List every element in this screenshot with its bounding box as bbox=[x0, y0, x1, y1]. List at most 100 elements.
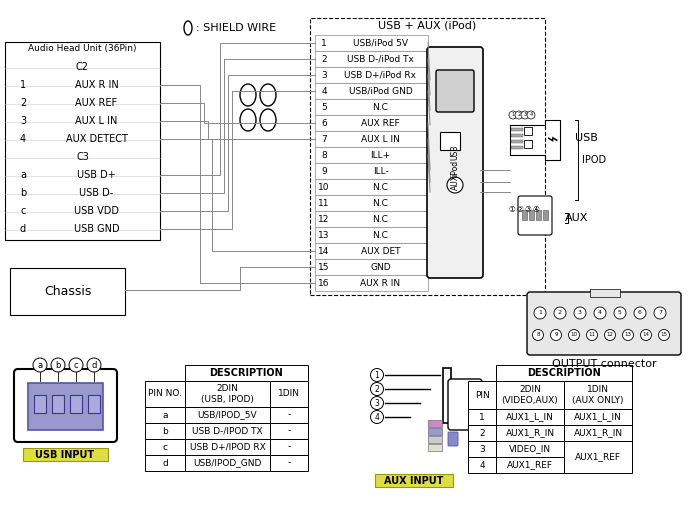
Text: USB D-/IPOD TX: USB D-/IPOD TX bbox=[193, 426, 262, 436]
Text: Audio Head Unit (36Pin): Audio Head Unit (36Pin) bbox=[28, 45, 136, 54]
Text: 3: 3 bbox=[479, 445, 485, 454]
Bar bbox=[375, 474, 453, 487]
Text: AUX1_L_IN: AUX1_L_IN bbox=[574, 413, 622, 422]
Bar bbox=[88, 395, 100, 413]
Text: 4: 4 bbox=[598, 310, 602, 316]
Text: 3: 3 bbox=[578, 310, 582, 316]
Text: AUX R IN: AUX R IN bbox=[75, 80, 118, 90]
Bar bbox=[23, 448, 108, 461]
Text: 9: 9 bbox=[554, 332, 558, 338]
Text: 15: 15 bbox=[661, 332, 668, 338]
Text: AUX DET: AUX DET bbox=[360, 247, 400, 256]
FancyBboxPatch shape bbox=[527, 292, 681, 355]
Text: 2DIN
(USB, IPOD): 2DIN (USB, IPOD) bbox=[201, 384, 254, 404]
Text: USB D+: USB D+ bbox=[77, 170, 116, 180]
Text: ③: ③ bbox=[524, 205, 531, 214]
Text: -: - bbox=[288, 426, 290, 436]
Bar bbox=[315, 67, 428, 83]
Text: b: b bbox=[55, 361, 61, 370]
Bar bbox=[496, 441, 564, 457]
Text: a: a bbox=[37, 361, 43, 370]
Bar bbox=[315, 115, 428, 131]
Bar bbox=[315, 35, 428, 51]
FancyBboxPatch shape bbox=[436, 70, 474, 112]
Text: 16: 16 bbox=[318, 278, 330, 288]
Bar bbox=[310, 18, 545, 295]
Bar bbox=[428, 420, 442, 427]
Bar bbox=[522, 210, 527, 220]
Ellipse shape bbox=[240, 84, 256, 106]
Circle shape bbox=[550, 330, 561, 341]
Text: USB/IPOD_GND: USB/IPOD_GND bbox=[193, 458, 262, 467]
Bar bbox=[529, 210, 534, 220]
Bar bbox=[185, 439, 270, 455]
Text: 15: 15 bbox=[318, 262, 330, 271]
Text: a: a bbox=[20, 170, 26, 180]
Circle shape bbox=[33, 358, 47, 372]
Bar bbox=[564, 381, 632, 409]
Text: 6: 6 bbox=[321, 119, 327, 128]
Text: 5: 5 bbox=[321, 102, 327, 111]
Text: USB D+/iPod Rx: USB D+/iPod Rx bbox=[344, 70, 416, 79]
Text: IPOD: IPOD bbox=[582, 155, 606, 165]
Circle shape bbox=[534, 307, 546, 319]
Text: AUX INPUT: AUX INPUT bbox=[384, 476, 444, 486]
Text: C3: C3 bbox=[76, 152, 89, 162]
Bar bbox=[270, 455, 308, 471]
Bar bbox=[468, 457, 496, 473]
Bar bbox=[145, 439, 185, 455]
Circle shape bbox=[605, 330, 615, 341]
Text: ④: ④ bbox=[533, 205, 540, 214]
Bar bbox=[440, 132, 460, 150]
Text: USB/iPod GND: USB/iPod GND bbox=[349, 87, 412, 96]
Circle shape bbox=[622, 330, 634, 341]
Bar bbox=[315, 163, 428, 179]
Circle shape bbox=[659, 330, 669, 341]
Text: b: b bbox=[20, 188, 26, 198]
Text: AUX L IN: AUX L IN bbox=[76, 116, 118, 126]
Text: AUX1_L_IN: AUX1_L_IN bbox=[506, 413, 554, 422]
Bar bbox=[536, 210, 541, 220]
Text: c: c bbox=[20, 206, 26, 216]
Circle shape bbox=[527, 111, 535, 119]
Bar bbox=[524, 140, 532, 148]
Text: 13: 13 bbox=[624, 332, 631, 338]
Bar bbox=[315, 195, 428, 211]
Bar bbox=[52, 395, 64, 413]
Text: 3: 3 bbox=[524, 112, 526, 118]
Bar bbox=[543, 210, 548, 220]
Text: 7: 7 bbox=[658, 310, 662, 316]
Bar bbox=[468, 409, 496, 425]
Text: AUX: AUX bbox=[451, 174, 459, 191]
Text: PIN NO.: PIN NO. bbox=[148, 390, 182, 398]
Text: USB/iPod 5V: USB/iPod 5V bbox=[353, 38, 408, 47]
Text: USB INPUT: USB INPUT bbox=[36, 450, 94, 460]
Text: 2: 2 bbox=[321, 55, 327, 64]
Text: ①: ① bbox=[509, 205, 515, 214]
Bar bbox=[564, 441, 632, 473]
Text: GND: GND bbox=[370, 262, 391, 271]
FancyBboxPatch shape bbox=[14, 369, 117, 442]
Bar bbox=[270, 439, 308, 455]
Bar bbox=[443, 368, 451, 423]
Text: AUX R IN: AUX R IN bbox=[360, 278, 400, 288]
Text: d: d bbox=[162, 458, 168, 467]
Text: iPod: iPod bbox=[451, 160, 459, 175]
Text: USB: USB bbox=[575, 133, 598, 143]
Circle shape bbox=[447, 177, 463, 193]
Bar bbox=[496, 409, 564, 425]
Text: 3: 3 bbox=[374, 398, 379, 407]
Bar bbox=[496, 457, 564, 473]
Bar bbox=[524, 127, 532, 135]
Circle shape bbox=[87, 358, 101, 372]
Text: USB/IPOD_5V: USB/IPOD_5V bbox=[197, 411, 258, 419]
Bar bbox=[185, 423, 270, 439]
Text: ②: ② bbox=[517, 205, 524, 214]
Bar bbox=[315, 211, 428, 227]
Bar bbox=[315, 131, 428, 147]
Text: 6: 6 bbox=[638, 310, 642, 316]
Bar bbox=[315, 259, 428, 275]
Circle shape bbox=[521, 111, 529, 119]
Text: a: a bbox=[162, 411, 168, 419]
Circle shape bbox=[594, 307, 606, 319]
